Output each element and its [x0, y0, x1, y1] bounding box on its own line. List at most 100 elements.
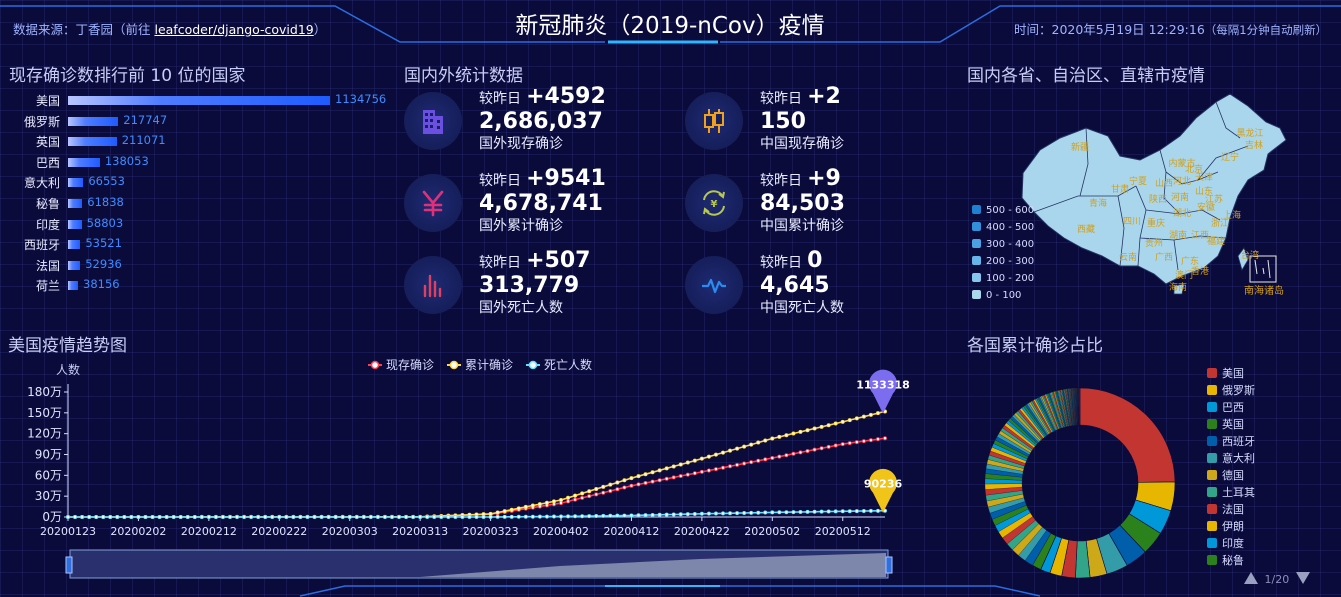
data-point[interactable] [699, 511, 704, 516]
data-point[interactable] [721, 450, 726, 455]
data-point[interactable] [213, 514, 218, 519]
data-point[interactable] [122, 514, 127, 519]
province-label[interactable]: 澳门 [1175, 269, 1193, 281]
data-point[interactable] [622, 485, 627, 490]
data-point[interactable] [375, 514, 380, 519]
data-point[interactable] [474, 514, 479, 519]
data-point[interactable] [685, 472, 690, 477]
pie-legend-item[interactable]: 意大利 [1207, 450, 1255, 466]
data-point[interactable] [136, 514, 141, 519]
data-point[interactable] [192, 514, 197, 519]
data-point[interactable] [875, 437, 880, 442]
legend-label[interactable]: 累计确诊 [465, 358, 513, 372]
legend-marker[interactable] [449, 360, 459, 370]
data-point[interactable] [671, 512, 676, 517]
bar[interactable] [68, 240, 81, 250]
data-point[interactable] [735, 511, 740, 516]
data-point[interactable] [819, 509, 824, 514]
data-point[interactable] [840, 509, 845, 514]
data-point[interactable] [481, 514, 486, 519]
data-point[interactable] [812, 426, 817, 431]
data-point[interactable] [636, 513, 641, 518]
province-label[interactable]: 云南 [1119, 251, 1137, 263]
data-point[interactable] [629, 513, 634, 518]
data-point[interactable] [622, 478, 627, 483]
data-point[interactable] [692, 511, 697, 516]
province-label[interactable]: 天津 [1195, 172, 1213, 183]
marker-pin[interactable]: 1133318 [856, 369, 910, 414]
data-point[interactable] [587, 494, 592, 499]
province-label[interactable]: 山西 [1155, 178, 1173, 189]
province-label[interactable]: 海南 [1169, 281, 1187, 293]
data-point[interactable] [559, 501, 564, 506]
province-label[interactable]: 贵州 [1145, 237, 1163, 249]
data-point[interactable] [446, 514, 451, 519]
province-label[interactable]: 吉林 [1245, 139, 1263, 151]
province-label[interactable]: 香港 [1191, 265, 1209, 277]
data-point[interactable] [826, 423, 831, 428]
data-point[interactable] [404, 514, 409, 519]
data-point[interactable] [566, 514, 571, 519]
data-point[interactable] [249, 514, 254, 519]
data-point[interactable] [516, 506, 521, 511]
data-point[interactable] [777, 510, 782, 515]
data-point[interactable] [861, 509, 866, 514]
zoom-handle-left[interactable] [65, 556, 73, 574]
data-point[interactable] [812, 509, 817, 514]
data-point[interactable] [227, 514, 232, 519]
province-label[interactable]: 宁夏 [1129, 175, 1147, 187]
data-point[interactable] [157, 514, 162, 519]
data-point[interactable] [608, 488, 613, 493]
data-point[interactable] [382, 514, 387, 519]
data-point[interactable] [763, 438, 768, 443]
map-legend-item[interactable]: 200 - 300 [972, 256, 1034, 267]
legend-marker[interactable] [370, 360, 380, 370]
data-point[interactable] [389, 514, 394, 519]
data-point[interactable] [657, 468, 662, 473]
data-point[interactable] [594, 492, 599, 497]
data-point[interactable] [143, 514, 148, 519]
data-point[interactable] [706, 511, 711, 516]
data-point[interactable] [868, 438, 873, 443]
data-point[interactable] [657, 512, 662, 517]
bar[interactable] [68, 137, 117, 147]
data-point[interactable] [678, 474, 683, 479]
data-point[interactable] [749, 460, 754, 465]
data-point[interactable] [685, 512, 690, 517]
data-point[interactable] [608, 513, 613, 518]
province-label[interactable]: 福建 [1207, 235, 1225, 247]
pie-legend-item[interactable]: 美国 [1207, 365, 1244, 381]
data-point[interactable] [101, 514, 106, 519]
data-point[interactable] [594, 513, 599, 518]
province-label[interactable]: 江苏 [1205, 193, 1223, 205]
province-label[interactable]: 北京 [1185, 163, 1203, 175]
province-label[interactable]: 河北 [1173, 175, 1191, 187]
legend-label[interactable]: 现存确诊 [386, 358, 434, 372]
data-point[interactable] [326, 514, 331, 519]
province-label[interactable]: 浙江 [1211, 217, 1229, 229]
data-point[interactable] [713, 452, 718, 457]
province-label[interactable]: 安徽 [1197, 201, 1215, 213]
pie-slice[interactable] [1079, 387, 1176, 483]
data-point[interactable] [150, 514, 155, 519]
data-point[interactable] [728, 464, 733, 469]
data-point[interactable] [73, 514, 78, 519]
map-legend-item[interactable]: 300 - 400 [972, 239, 1034, 250]
map-legend-item[interactable]: 100 - 200 [972, 273, 1034, 284]
data-point[interactable] [615, 480, 620, 485]
data-point[interactable] [742, 444, 747, 449]
data-point[interactable] [601, 513, 606, 518]
data-point[interactable] [291, 514, 296, 519]
legend-marker[interactable] [528, 360, 538, 370]
pie-legend-item[interactable]: 俄罗斯 [1207, 382, 1255, 398]
data-point[interactable] [354, 514, 359, 519]
data-point[interactable] [495, 510, 500, 515]
data-point[interactable] [784, 510, 789, 515]
data-point[interactable] [805, 428, 810, 433]
data-point[interactable] [868, 508, 873, 513]
data-point[interactable] [664, 512, 669, 517]
data-point[interactable] [199, 514, 204, 519]
province-label[interactable]: 青海 [1089, 197, 1107, 209]
pie-legend-item[interactable]: 德国 [1207, 467, 1244, 483]
data-point[interactable] [840, 442, 845, 447]
